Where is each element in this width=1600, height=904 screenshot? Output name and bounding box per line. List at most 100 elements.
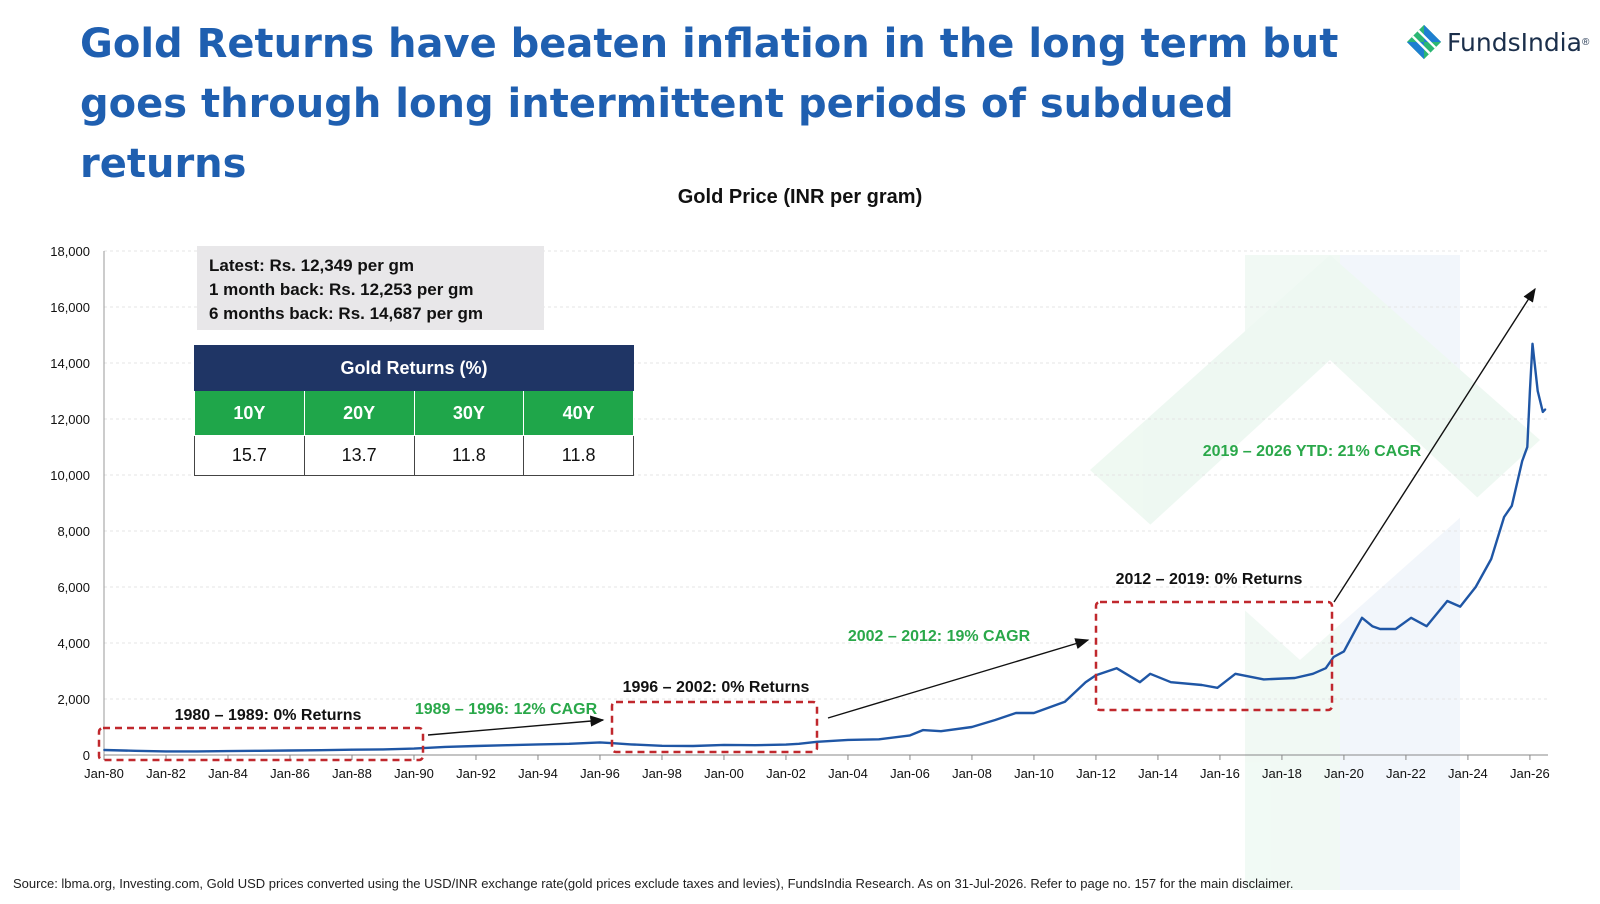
- gold-price-point: [1361, 616, 1363, 619]
- gold-price-point: [1521, 460, 1524, 462]
- period-30y: 30Y: [413, 390, 525, 436]
- gold-price-point: [921, 729, 924, 731]
- x-tick-label: Jan-96: [580, 766, 620, 781]
- gold-price-point: [599, 741, 601, 744]
- gold-price-point: [994, 719, 997, 721]
- fundsindia-logo: FundsIndia ®: [1405, 20, 1589, 64]
- returns-table-title: Gold Returns (%): [194, 345, 634, 391]
- period-box-1996-2002: [610, 700, 819, 754]
- gold-price-point: [878, 738, 880, 741]
- period-box-2012-2019: [1094, 600, 1334, 712]
- x-tick-label: Jan-04: [828, 766, 868, 781]
- x-tick-label: Jan-26: [1510, 766, 1550, 781]
- y-tick-label: 12,000: [50, 412, 90, 427]
- x-tick-label: Jan-84: [208, 766, 248, 781]
- gold-price-point: [537, 743, 539, 746]
- gold-price-point: [1529, 390, 1531, 392]
- return-30y: 11.8: [413, 435, 525, 476]
- gold-price-point: [1371, 625, 1374, 628]
- gold-price-point: [1033, 712, 1035, 714]
- x-tick-label: Jan-90: [394, 766, 434, 781]
- gold-price-point: [1531, 342, 1534, 345]
- y-tick-label: 6,000: [57, 580, 90, 595]
- gold-price-point: [413, 747, 415, 750]
- return-20y: 13.7: [303, 435, 415, 476]
- annotation-label: 2002 – 2012: 19% CAGR: [848, 628, 1031, 645]
- latest-price: Latest: Rs. 12,349 per gm: [209, 256, 415, 275]
- arrow-2002-2012: [827, 638, 1090, 719]
- gold-price-point: [1138, 681, 1141, 684]
- gold-price-point: [1541, 411, 1544, 413]
- gold-price-point: [1324, 667, 1327, 670]
- y-tick-label: 16,000: [50, 300, 90, 315]
- y-tick-label: 10,000: [50, 468, 90, 483]
- gold-price-point: [1474, 586, 1477, 588]
- chart-title: Gold Price (INR per gram): [677, 186, 923, 208]
- gold-price-point: [1510, 504, 1513, 507]
- gold-price-point: [816, 740, 818, 743]
- arrow-1989-1996: [427, 715, 605, 736]
- x-tick-label: Jan-14: [1138, 766, 1178, 781]
- page-title: Gold Returns have beaten inflation in th…: [80, 21, 1339, 187]
- gold-price-point: [351, 748, 353, 751]
- period-20y: 20Y: [303, 390, 415, 436]
- gold-price-point: [1425, 625, 1428, 628]
- x-tick-label: Jan-82: [146, 766, 186, 781]
- x-tick-label: Jan-18: [1262, 766, 1302, 781]
- gold-price-point: [1459, 605, 1462, 608]
- gold-price-point: [1544, 408, 1547, 411]
- gold-price-point: [1115, 667, 1118, 670]
- gold-price-point: [1200, 684, 1203, 686]
- period-40y: 40Y: [523, 390, 634, 436]
- annotation-label: 1980 – 1989: 0% Returns: [175, 707, 362, 724]
- x-tick-label: Jan-80: [84, 766, 124, 781]
- arrow-2019-2026: [1333, 287, 1536, 603]
- gold-price-point: [1446, 600, 1449, 602]
- gold-price-point: [630, 743, 632, 746]
- x-tick-label: Jan-98: [642, 766, 682, 781]
- gold-price-point: [1149, 672, 1152, 675]
- period-box-1980-1989: [97, 726, 425, 762]
- gold-price-point: [1410, 616, 1412, 619]
- x-tick-label: Jan-10: [1014, 766, 1054, 781]
- x-tick-label: Jan-08: [952, 766, 992, 781]
- annotation-label: 1989 – 1996: 12% CAGR: [415, 701, 598, 718]
- one-month-price: 1 month back: Rs. 12,253 per gm: [209, 280, 474, 299]
- gold-price-point: [1293, 677, 1296, 679]
- gold-price-point: [444, 745, 446, 748]
- gold-price-point: [568, 742, 570, 745]
- y-tick-label: 18,000: [50, 244, 90, 259]
- gold-price-point: [692, 745, 694, 747]
- x-tick-label: Jan-22: [1386, 766, 1426, 781]
- gold-price-point: [971, 726, 973, 728]
- source-note: Source: lbma.org, Investing.com, Gold US…: [13, 876, 1294, 891]
- gold-price-point: [475, 745, 477, 747]
- annotation-label: 2012 – 2019: 0% Returns: [1116, 571, 1303, 588]
- x-tick-label: Jan-02: [766, 766, 806, 781]
- x-tick-label: Jan-16: [1200, 766, 1240, 781]
- gold-price-point: [1490, 558, 1493, 560]
- gold-price-point: [258, 749, 260, 752]
- y-tick-label: 0: [83, 748, 90, 763]
- x-tick-label: Jan-06: [890, 766, 930, 781]
- watermark: [1090, 255, 1540, 890]
- gold-price-point: [103, 749, 105, 751]
- return-10y: 15.7: [194, 435, 305, 476]
- gold-price-point: [661, 744, 663, 747]
- y-tick-label: 14,000: [50, 356, 90, 371]
- gold-price-point: [1379, 628, 1381, 630]
- x-tick-label: Jan-00: [704, 766, 744, 781]
- gold-price-point: [754, 744, 756, 747]
- gold-price-point: [1394, 628, 1397, 630]
- gold-price-line: [103, 342, 1547, 753]
- annotation-label: 2019 – 2026 YTD: 21% CAGR: [1203, 443, 1422, 460]
- gold-price-point: [289, 749, 291, 752]
- gold-price-point: [797, 742, 800, 745]
- x-tick-label: Jan-94: [518, 766, 558, 781]
- gold-price-point: [847, 738, 849, 741]
- gold-price-point: [1332, 656, 1335, 658]
- gold-price-point: [1526, 446, 1529, 448]
- gold-price-point: [1216, 686, 1219, 689]
- gold-price-point: [785, 743, 787, 746]
